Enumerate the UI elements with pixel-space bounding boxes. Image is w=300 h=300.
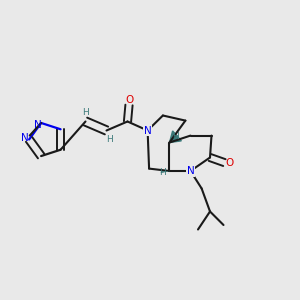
Polygon shape	[169, 131, 181, 142]
Text: N: N	[144, 125, 152, 136]
Text: N: N	[34, 120, 41, 130]
Text: H: H	[172, 132, 179, 141]
Text: O: O	[125, 94, 133, 105]
Text: H: H	[82, 108, 89, 117]
Text: H: H	[106, 135, 113, 144]
Text: N: N	[21, 133, 29, 143]
Text: O: O	[226, 158, 234, 168]
Text: N: N	[187, 166, 194, 176]
Text: H: H	[160, 168, 166, 177]
